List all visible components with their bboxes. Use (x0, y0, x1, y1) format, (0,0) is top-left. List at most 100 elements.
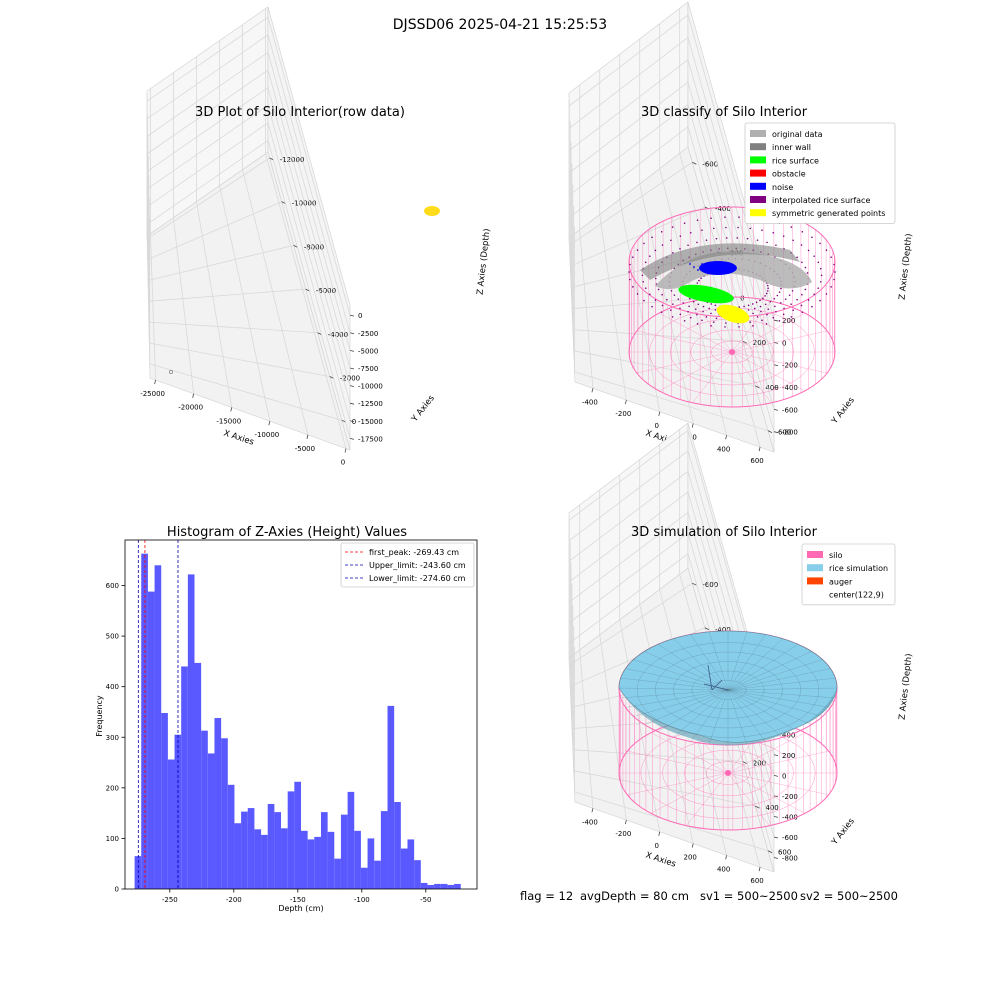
interpolated-point (817, 261, 820, 264)
histogram-bar (301, 830, 308, 889)
grid-line (599, 214, 627, 401)
rice-mesh-spoke (727, 689, 812, 725)
histogram-bar (281, 828, 288, 889)
interpolated-point (743, 305, 745, 308)
back-pane-right (267, 6, 351, 451)
grid-line (619, 199, 661, 412)
histogram-bar (214, 718, 222, 889)
interpolated-point (710, 312, 712, 315)
interpolated-point (766, 313, 768, 316)
interpolated-point (801, 293, 803, 296)
interpolated-point (833, 263, 835, 266)
y-tick-mark (742, 761, 747, 764)
histogram-bar (440, 883, 448, 889)
y-tick-label: 200 (106, 784, 119, 792)
interpolated-point (811, 305, 813, 308)
interpolated-point (780, 287, 782, 290)
noise-point (697, 269, 699, 271)
histogram-bar (194, 662, 202, 889)
interpolated-point (806, 272, 809, 274)
interpolated-point (774, 305, 776, 308)
x-tick-label: -200 (615, 830, 631, 838)
z-tick-mark (773, 816, 779, 818)
grid-line (568, 126, 775, 432)
grid-line (568, 552, 775, 858)
interpolated-point (813, 293, 815, 296)
interpolated-point (644, 287, 647, 289)
z-tick-label: 0 (782, 339, 786, 347)
grid-line (568, 103, 775, 410)
histogram-bar (380, 811, 388, 889)
rice-mesh-spoke (673, 689, 729, 738)
y-tick-label: -10000 (292, 200, 317, 208)
interpolated-point (800, 244, 803, 246)
auger-center (729, 349, 735, 355)
z-tick-label: -800 (782, 429, 798, 437)
histogram-bar (307, 839, 315, 889)
silo-floor-spoke (727, 732, 806, 774)
x-tick-label: -20000 (178, 404, 203, 412)
interpolated-point (753, 307, 756, 310)
simulation-3d-panel: -400 -200 0 200 400 600 600 400 200 0 -200 -400 -600… (568, 422, 914, 885)
interpolated-point (759, 305, 762, 308)
x-tick-mark (758, 867, 761, 872)
y-tick-mark (755, 385, 760, 389)
histogram-bar (167, 759, 175, 889)
rice-mesh-spoke (727, 659, 823, 691)
interpolated-point (710, 303, 713, 305)
x-tick-label: 600 (750, 457, 763, 465)
interpolated-point (705, 316, 708, 318)
rice-mesh-spoke (633, 689, 729, 717)
depth-histogram-panel: -250 -200 -150 -100 -50 0 100 200 300 400 500 600 De… (95, 525, 478, 913)
z-tick-label: -600 (782, 834, 798, 842)
x-tick-mark (591, 808, 594, 813)
y-tick-label: 100 (106, 835, 119, 843)
x-tick-mark (344, 448, 347, 453)
rice-mesh-spoke (673, 638, 729, 691)
y-tick-label: 0 (115, 886, 119, 894)
histogram-bar (367, 838, 375, 889)
x-tick-mark (624, 819, 627, 825)
z-tick-mark (349, 332, 355, 335)
interpolated-point (679, 313, 682, 316)
legend-label: original data (772, 130, 823, 139)
interpolated-point (788, 294, 791, 296)
histogram-bar (454, 883, 461, 889)
y-tick-label: 400 (106, 683, 119, 691)
z-tick-label: 200 (782, 752, 795, 760)
grid-line (569, 161, 693, 246)
interpolated-point (775, 310, 777, 313)
interpolated-point (697, 303, 700, 306)
interpolated-point (830, 256, 832, 258)
histogram-bar (434, 883, 441, 889)
interpolated-point (796, 298, 798, 301)
interpolated-point (644, 261, 647, 264)
silo-floor-spoke (692, 351, 733, 403)
x-tick-label: -200 (615, 410, 631, 418)
interpolated-point (819, 242, 821, 245)
legend-swatch (807, 577, 823, 585)
interpolated-point (629, 263, 631, 266)
interpolated-point (712, 227, 715, 230)
rice-mesh-spoke (690, 689, 729, 742)
histogram-bar (354, 830, 361, 889)
interpolated-point (701, 319, 703, 322)
interpolated-point (679, 247, 681, 250)
x-tick-label: -15000 (216, 417, 241, 425)
y-tick-label: -600 (702, 160, 718, 168)
interpolated-point (682, 302, 685, 304)
z-tick-mark (349, 420, 355, 423)
symmetric-points-region (716, 304, 750, 324)
interpolated-point (756, 316, 759, 318)
grid-line (639, 183, 694, 424)
silo-floor-spoke (727, 772, 770, 826)
noise-point (721, 269, 723, 271)
interpolated-point (671, 226, 674, 228)
x-tick-label: -10000 (254, 431, 279, 439)
rice-mesh-spoke (620, 677, 729, 691)
grid-line (146, 86, 351, 386)
noise-point (709, 269, 711, 271)
legend-swatch (750, 169, 766, 177)
silo-floor-spoke (636, 351, 733, 374)
legend-label: first_peak: -269.43 cm (369, 548, 459, 557)
